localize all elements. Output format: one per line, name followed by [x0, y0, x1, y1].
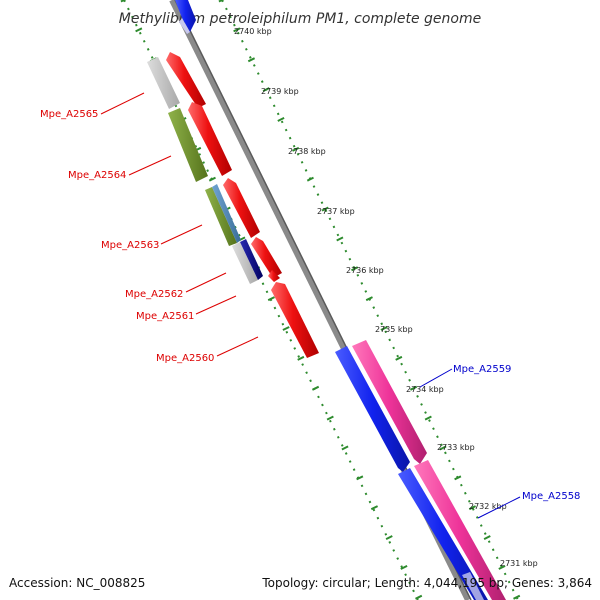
ruler-tick: [351, 266, 359, 272]
gene-label-mpe-a2561[interactable]: Mpe_A2561: [136, 311, 194, 322]
ruler-tick: [415, 594, 423, 600]
ruler-tick: [498, 565, 506, 570]
ruler-tick: [208, 176, 216, 182]
ruler-tick: [439, 445, 447, 451]
gene-label-mpe-a2558[interactable]: Mpe_A2558: [522, 491, 580, 502]
inner-ruler: [123, 0, 419, 600]
ruler-tick: [400, 565, 408, 570]
leader-line: [216, 336, 259, 357]
gene-red-3[interactable]: [223, 178, 260, 238]
gene-labels: Mpe_A2565 Mpe_A2564 Mpe_A2563 Mpe_A2562 …: [40, 92, 580, 519]
leader-line: [100, 92, 145, 115]
tick-label: 2736 kbp: [346, 266, 384, 275]
tick-label: 2733 kbp: [437, 443, 475, 452]
tick-label: 2731 kbp: [500, 559, 538, 568]
tick-label: 2737 kbp: [317, 207, 355, 216]
ruler-tick: [218, 0, 225, 3]
outer-ruler-ticks: [218, 0, 521, 600]
gene-grey-2[interactable]: [232, 242, 258, 284]
gene-label-mpe-a2560[interactable]: Mpe_A2560: [156, 353, 214, 364]
gene-label-mpe-a2565[interactable]: Mpe_A2565: [40, 109, 98, 120]
ruler-tick: [311, 385, 320, 391]
ruler-tick: [454, 475, 462, 481]
ruler-tick: [277, 117, 285, 122]
leader-line: [419, 368, 453, 388]
accession-text: Accession: NC_008825: [9, 576, 146, 590]
ruler-tick: [135, 27, 143, 33]
ruler-tick: [267, 296, 275, 302]
ruler-tick: [297, 355, 305, 361]
gene-blue-2[interactable]: [398, 468, 488, 600]
ruler-tick: [247, 57, 256, 63]
gene-pink-1[interactable]: [352, 340, 427, 464]
ruler-tick: [336, 236, 344, 242]
tick-label: 2735 kbp: [375, 325, 413, 334]
ruler-tick: [365, 296, 373, 302]
ruler-tick: [409, 385, 418, 391]
gene-label-mpe-a2563[interactable]: Mpe_A2563: [101, 240, 159, 251]
leader-line: [477, 496, 521, 519]
gene-blue-1[interactable]: [335, 346, 410, 472]
gene-red-4[interactable]: [251, 237, 282, 278]
ruler-tick: [326, 415, 334, 421]
ruler-tick: [282, 326, 290, 331]
gene-faded-tail: [462, 572, 484, 600]
gene-forward-partial[interactable]: [175, 0, 196, 32]
ruler-tick: [120, 0, 127, 3]
ruler-tick: [380, 326, 388, 331]
tick-label: 2738 kbp: [288, 147, 326, 156]
outer-ruler: [221, 0, 519, 600]
ruler-tick: [341, 445, 349, 451]
gene-red-2[interactable]: [188, 102, 232, 176]
gene-pink-2[interactable]: [414, 460, 506, 600]
ruler-tick: [233, 27, 241, 33]
map-title: Methylibium petroleiphilum PM1, complete…: [119, 11, 481, 27]
ruler-tick: [292, 146, 300, 152]
ruler-tick: [356, 475, 364, 481]
gene-olive-1[interactable]: [168, 108, 208, 182]
gene-red-5[interactable]: [268, 270, 280, 282]
gene-grey-1[interactable]: [147, 57, 180, 109]
leader-line: [185, 272, 227, 293]
gene-label-mpe-a2562[interactable]: Mpe_A2562: [125, 289, 183, 300]
ruler-tick: [424, 415, 432, 421]
ruler-tick-labels: 2740 kbp 2739 kbp 2738 kbp 2737 kbp 2736…: [234, 27, 538, 568]
tick-label: 2739 kbp: [261, 87, 299, 96]
ruler-tick: [513, 594, 521, 600]
gene-red-6[interactable]: [271, 282, 319, 358]
ruler-tick: [468, 505, 477, 511]
ruler-tick: [306, 176, 314, 182]
gene-navy-1[interactable]: [240, 239, 263, 280]
leader-line: [160, 224, 203, 245]
tick-label: 2734 kbp: [406, 385, 444, 394]
ruler-tick: [395, 355, 403, 361]
leader-line: [195, 295, 237, 315]
tick-label: 2740 kbp: [234, 27, 272, 36]
gene-olive-2[interactable]: [205, 187, 237, 246]
ruler-tick: [321, 206, 329, 212]
forward-strand-genes: [335, 340, 506, 600]
gene-forward-partial-shadow: [179, 18, 190, 34]
gene-label-mpe-a2559[interactable]: Mpe_A2559: [453, 364, 511, 375]
ruler-tick: [385, 535, 393, 540]
tick-label: 2732 kbp: [469, 502, 507, 511]
ruler-tick: [370, 505, 379, 511]
gene-label-mpe-a2564[interactable]: Mpe_A2564: [68, 170, 126, 181]
gene-steel-1[interactable]: [212, 184, 241, 243]
gene-red-1[interactable]: [166, 52, 206, 108]
ruler-tick: [483, 535, 491, 540]
leader-line: [128, 155, 172, 176]
ruler-tick: [262, 87, 270, 92]
reverse-strand-genes: [147, 52, 319, 358]
topology-text: Topology: circular; Length: 4,044,195 bp…: [262, 576, 592, 590]
